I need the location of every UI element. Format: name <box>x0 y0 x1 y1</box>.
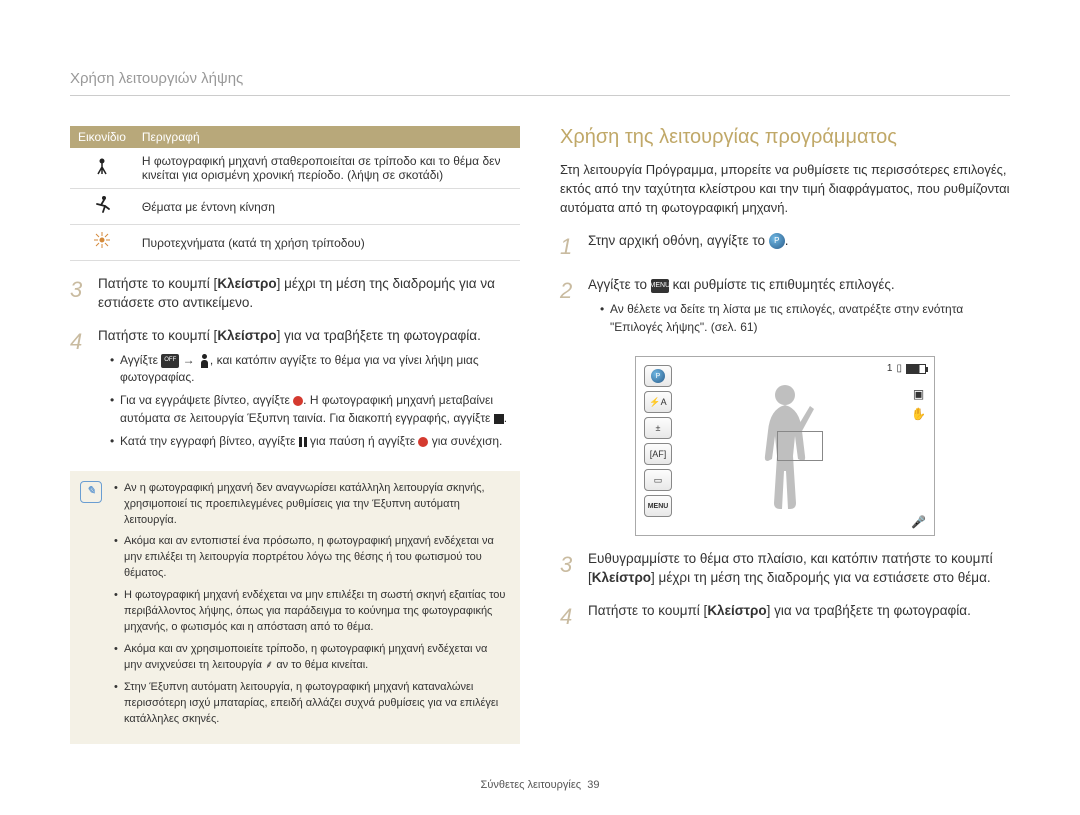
note-list: Αν η φωτογραφική μηχανή δεν αναγνωρίσει … <box>114 481 508 728</box>
sub-list: Αγγίξτε OFF → , και κατόπιν αγγίξτε το θ… <box>98 352 520 451</box>
table-row: Πυροτεχνήματα (κατά τη χρήση τρίποδου) <box>70 225 520 261</box>
tripod-icon <box>70 148 134 189</box>
intro-text: Στη λειτουργία Πρόγραμμα, μπορείτε να ρυ… <box>560 161 1010 218</box>
camera-preview: P ⚡A ± [AF] ▭ MENU 1 ▯ ▣ ✋ <box>635 356 935 536</box>
mode-p-button[interactable]: P <box>644 365 672 387</box>
mic-icon: 🎤 <box>911 515 926 529</box>
motion-icon <box>70 189 134 225</box>
note-icon: ✎ <box>80 481 102 503</box>
list-item: Ακόμα και αν εντοπιστεί ένα πρόσωπο, η φ… <box>114 534 508 582</box>
mode-off-icon: OFF <box>161 354 179 368</box>
step-body: Αγγίξτε το MENU και ρυθμίστε τις επιθυμη… <box>588 276 1010 342</box>
step-number: 3 <box>560 550 578 588</box>
record-icon <box>293 396 303 406</box>
page-number: 39 <box>587 779 599 791</box>
side-buttons: P ⚡A ± [AF] ▭ MENU <box>644 365 672 517</box>
step-body: Πατήστε το κουμπί [Κλείστρο] μέχρι τη μέ… <box>98 275 520 313</box>
sub-list: Αν θέλετε να δείτε τη λίστα με τις επιλο… <box>588 301 1010 336</box>
list-item: Για να εγγράψετε βίντεο, αγγίξτε . Η φωτ… <box>110 392 520 427</box>
left-column: Εικονίδιο Περιγραφή Η φωτογραφική μηχανή… <box>70 126 520 744</box>
playback-icon: ▣ <box>913 387 924 401</box>
step-number: 2 <box>560 276 578 342</box>
stop-icon <box>494 414 504 424</box>
person-icon <box>198 354 210 368</box>
shot-count: 1 <box>887 363 893 374</box>
table-desc: Η φωτογραφική μηχανή σταθεροποιείται σε … <box>134 148 520 189</box>
menu-icon: MENU <box>651 279 669 293</box>
preview-top-right: 1 ▯ <box>887 363 926 374</box>
fireworks-icon <box>70 225 134 261</box>
step-number: 3 <box>70 275 88 313</box>
content-columns: Εικονίδιο Περιγραφή Η φωτογραφική μηχανή… <box>70 126 1010 744</box>
step-1: 1 Στην αρχική οθόνη, αγγίξτε το P. <box>560 232 1010 263</box>
footer-text: Σύνθετες λειτουργίες <box>481 779 582 791</box>
icon-table: Εικονίδιο Περιγραφή Η φωτογραφική μηχανή… <box>70 126 520 261</box>
program-mode-icon: P <box>769 233 785 249</box>
table-desc: Θέματα με έντονη κίνηση <box>134 189 520 225</box>
list-item: Στην Έξυπνη αυτόματη λειτουργία, η φωτογ… <box>114 680 508 728</box>
section-title: Χρήση της λειτουργίας προγράμματος <box>560 126 1010 149</box>
right-column: Χρήση της λειτουργίας προγράμματος Στη λ… <box>560 126 1010 744</box>
th-desc: Περιγραφή <box>134 126 520 148</box>
step-body: Πατήστε το κουμπί [Κλείστρο] για να τραβ… <box>588 602 1010 633</box>
preview-right-icons: ▣ ✋ <box>911 387 926 421</box>
page-header: Χρήση λειτουργιών λήψης <box>70 70 1010 96</box>
step-number: 4 <box>560 602 578 633</box>
list-item: Αν θέλετε να δείτε τη λίστα με τις επιλο… <box>600 301 1010 336</box>
focus-rect <box>777 431 823 461</box>
step-4: 4 Πατήστε το κουμπί [Κλείστρο] για να τρ… <box>70 327 520 457</box>
step-2: 2 Αγγίξτε το MENU και ρυθμίστε τις επιθυ… <box>560 276 1010 342</box>
pause-icon <box>299 437 307 447</box>
table-desc: Πυροτεχνήματα (κατά τη χρήση τρίποδου) <box>134 225 520 261</box>
table-row: Θέματα με έντονη κίνηση <box>70 189 520 225</box>
list-item: Ακόμα και αν χρησιμοποιείτε τρίποδο, η φ… <box>114 642 508 674</box>
list-item: Κατά την εγγραφή βίντεο, αγγίξτε για παύ… <box>110 433 520 450</box>
af-button[interactable]: [AF] <box>644 443 672 465</box>
note-box: ✎ Αν η φωτογραφική μηχανή δεν αναγνωρίσε… <box>70 471 520 744</box>
exposure-button[interactable]: ± <box>644 417 672 439</box>
step-body: Πατήστε το κουμπί [Κλείστρο] για να τραβ… <box>98 327 520 457</box>
frame-button[interactable]: ▭ <box>644 469 672 491</box>
list-item: Αν η φωτογραφική μηχανή δεν αναγνωρίσει … <box>114 481 508 529</box>
step-4: 4 Πατήστε το κουμπί [Κλείστρο] για να τρ… <box>560 602 1010 633</box>
step-3: 3 Πατήστε το κουμπί [Κλείστρο] μέχρι τη … <box>70 275 520 313</box>
step-body: Στην αρχική οθόνη, αγγίξτε το P. <box>588 232 1010 263</box>
list-item: Αγγίξτε OFF → , και κατόπιν αγγίξτε το θ… <box>110 352 520 387</box>
table-row: Η φωτογραφική μηχανή σταθεροποιείται σε … <box>70 148 520 189</box>
step-body: Ευθυγραμμίστε το θέμα στο πλαίσιο, και κ… <box>588 550 1010 588</box>
step-number: 1 <box>560 232 578 263</box>
header-title: Χρήση λειτουργιών λήψης <box>70 70 243 87</box>
flash-button[interactable]: ⚡A <box>644 391 672 413</box>
battery-icon <box>906 364 926 374</box>
page-footer: Σύνθετες λειτουργίες 39 <box>0 779 1080 791</box>
step-3: 3 Ευθυγραμμίστε το θέμα στο πλαίσιο, και… <box>560 550 1010 588</box>
stabilizer-icon: ✋ <box>911 407 926 421</box>
list-item: Η φωτογραφική μηχανή ενδέχεται να μην επ… <box>114 588 508 636</box>
th-icon: Εικονίδιο <box>70 126 134 148</box>
step-number: 4 <box>70 327 88 457</box>
menu-button[interactable]: MENU <box>644 495 672 517</box>
sd-icon: ▯ <box>896 363 902 374</box>
record-icon <box>418 437 428 447</box>
